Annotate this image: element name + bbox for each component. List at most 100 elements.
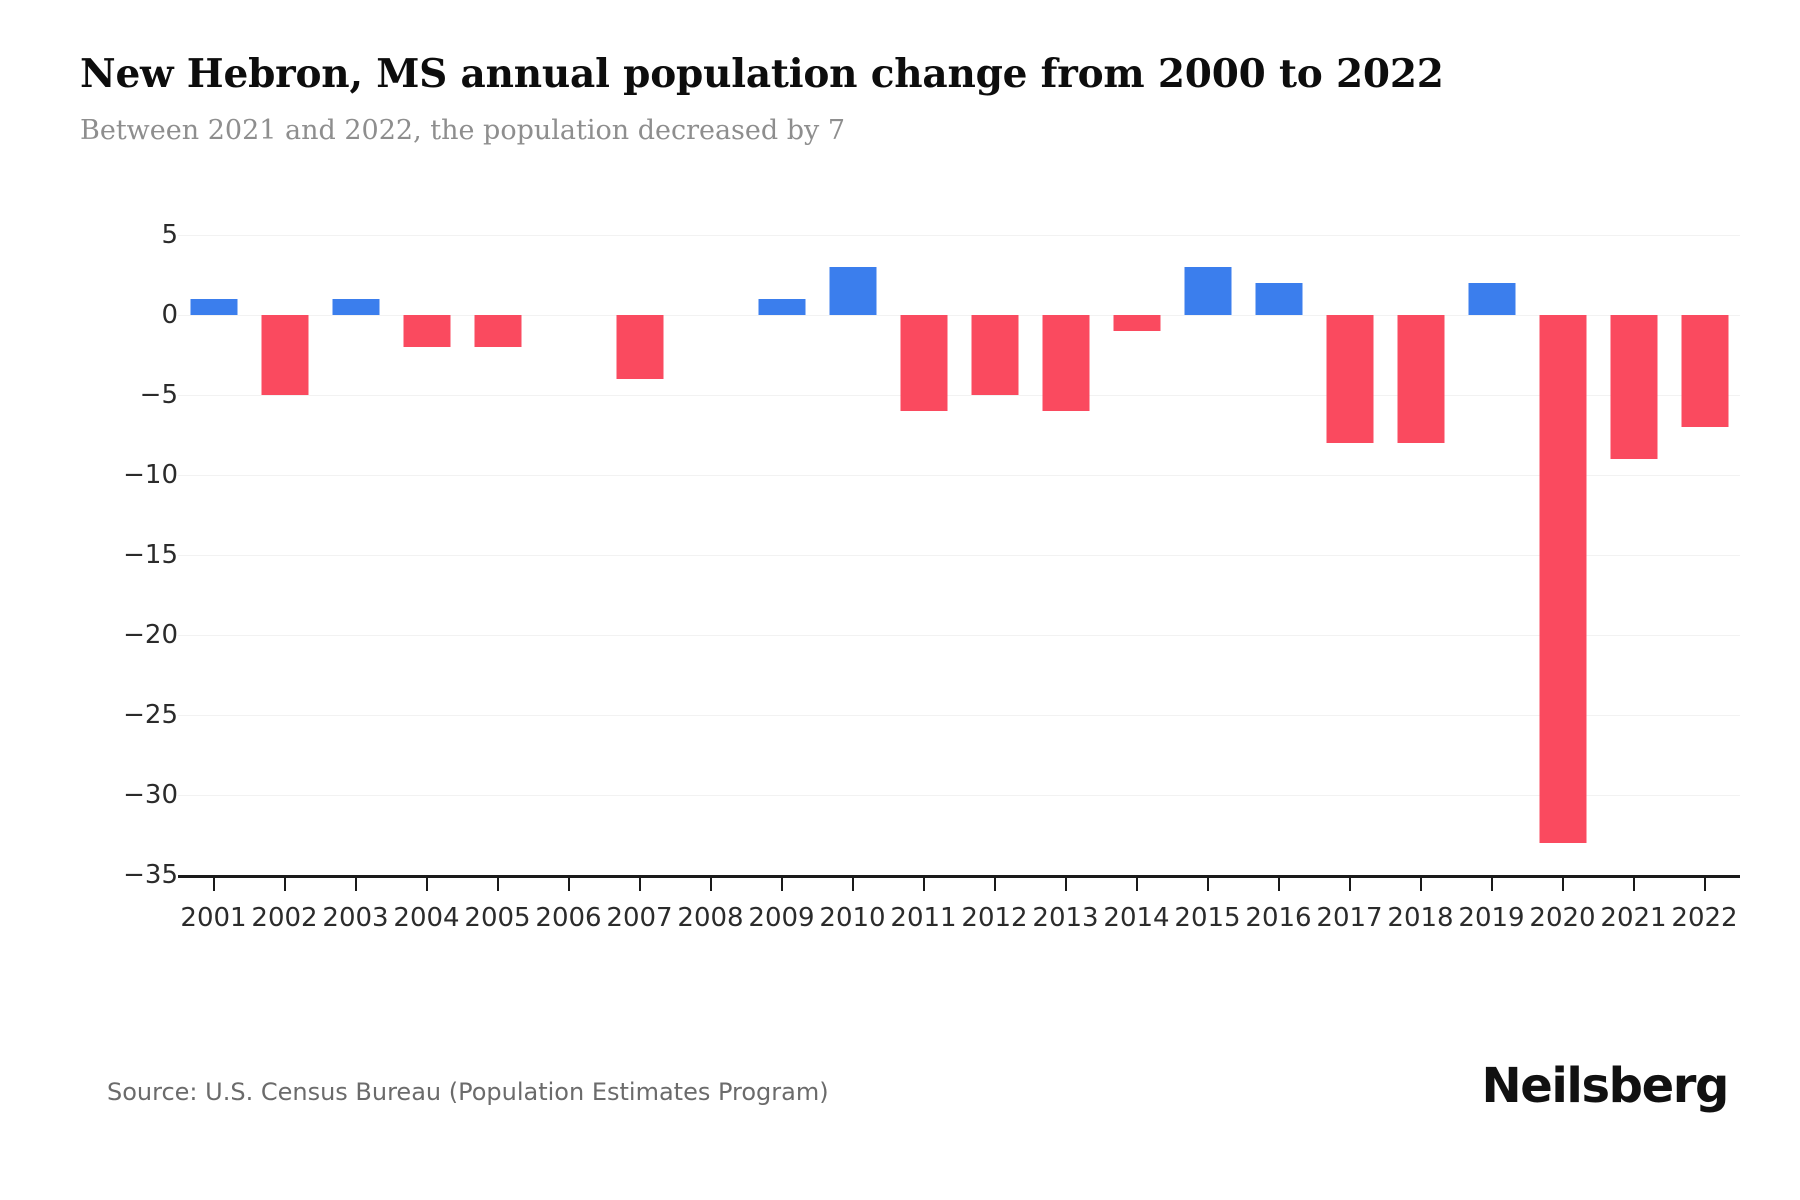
- x-axis-tick: [1135, 875, 1138, 891]
- x-axis-label: 2009: [748, 903, 815, 933]
- gridline: [178, 315, 1740, 316]
- x-axis-label: 2003: [322, 903, 389, 933]
- y-axis: 5 0 −5 −10 −15 −20 −25 −30 −35: [0, 220, 178, 890]
- x-axis-tick: [1419, 875, 1422, 891]
- y-tick-label: −35: [123, 860, 178, 890]
- x-axis-label: 2013: [1032, 903, 1099, 933]
- bar[interactable]: [190, 299, 237, 315]
- bar[interactable]: [758, 299, 805, 315]
- bar-slot[interactable]: [1598, 235, 1669, 875]
- x-axis-label: 2001: [180, 903, 247, 933]
- bar[interactable]: [971, 315, 1018, 395]
- bar-slot[interactable]: [959, 235, 1030, 875]
- bar-slot[interactable]: [249, 235, 320, 875]
- bar[interactable]: [900, 315, 947, 411]
- x-axis-tick: [1206, 875, 1209, 891]
- y-tick-label: −30: [123, 780, 178, 810]
- bar[interactable]: [1042, 315, 1089, 411]
- x-axis-ticks: [178, 875, 1740, 891]
- bar[interactable]: [829, 267, 876, 315]
- gridline: [178, 475, 1740, 476]
- x-axis-label: 2018: [1387, 903, 1454, 933]
- x-axis-label: 2006: [535, 903, 602, 933]
- bar[interactable]: [1255, 283, 1302, 315]
- bar-slot[interactable]: [1385, 235, 1456, 875]
- x-axis-tick: [496, 875, 499, 891]
- bar[interactable]: [1397, 315, 1444, 443]
- x-axis-tick: [1348, 875, 1351, 891]
- bar-slot[interactable]: [888, 235, 959, 875]
- x-axis-label: 2017: [1316, 903, 1383, 933]
- y-tick-label: 5: [161, 220, 178, 250]
- gridline: [178, 635, 1740, 636]
- brand-logo: Neilsberg: [1481, 1058, 1729, 1114]
- bar-slot[interactable]: [1243, 235, 1314, 875]
- x-axis-label: 2021: [1600, 903, 1667, 933]
- bar-slot[interactable]: [604, 235, 675, 875]
- bar-slot[interactable]: [320, 235, 391, 875]
- x-axis-tick: [993, 875, 996, 891]
- y-tick-label: −25: [123, 700, 178, 730]
- x-axis-label: 2007: [606, 903, 673, 933]
- y-tick-label: −5: [139, 380, 178, 410]
- bar[interactable]: [1468, 283, 1515, 315]
- bar-slot[interactable]: [1172, 235, 1243, 875]
- x-axis-tick: [1561, 875, 1564, 891]
- bar[interactable]: [1539, 315, 1586, 843]
- bar[interactable]: [1184, 267, 1231, 315]
- gridline: [178, 795, 1740, 796]
- bar-slot[interactable]: [1101, 235, 1172, 875]
- chart-plot-area: 5 0 −5 −10 −15 −20 −25 −30 −35 2001 2002 2003 2004 2…: [0, 220, 1800, 935]
- x-axis-tick: [638, 875, 641, 891]
- x-axis-label: 2002: [251, 903, 318, 933]
- bar-slot[interactable]: [1314, 235, 1385, 875]
- y-tick-label: −10: [123, 460, 178, 490]
- bar[interactable]: [1681, 315, 1728, 427]
- x-axis-label: 2004: [393, 903, 460, 933]
- bar[interactable]: [403, 315, 450, 347]
- y-tick-label: 0: [161, 300, 178, 330]
- x-axis-labels: 2001 2002 2003 2004 2005 2006 2007 2008 2009 2010…: [178, 903, 1740, 943]
- x-axis-tick: [212, 875, 215, 891]
- chart-header: New Hebron, MS annual population change …: [80, 52, 1720, 147]
- x-axis-tick: [1064, 875, 1067, 891]
- x-axis-label: 2016: [1245, 903, 1312, 933]
- bar-slot[interactable]: [1456, 235, 1527, 875]
- x-axis-tick: [780, 875, 783, 891]
- source-note: Source: U.S. Census Bureau (Population E…: [107, 1078, 829, 1106]
- bar-slot[interactable]: [675, 235, 746, 875]
- x-axis-label: 2005: [464, 903, 531, 933]
- x-axis-tick: [567, 875, 570, 891]
- gridline: [178, 715, 1740, 716]
- bar-slot[interactable]: [533, 235, 604, 875]
- bar-slot[interactable]: [1527, 235, 1598, 875]
- bar-slot[interactable]: [462, 235, 533, 875]
- bar[interactable]: [1326, 315, 1373, 443]
- bar[interactable]: [261, 315, 308, 395]
- x-axis-label: 2019: [1458, 903, 1525, 933]
- bar[interactable]: [1113, 315, 1160, 331]
- gridlines: [178, 235, 1740, 875]
- x-axis-label: 2014: [1103, 903, 1170, 933]
- bar[interactable]: [1610, 315, 1657, 459]
- bar-slot[interactable]: [391, 235, 462, 875]
- bar-slot[interactable]: [817, 235, 888, 875]
- bar-slot[interactable]: [1669, 235, 1740, 875]
- x-axis-tick: [425, 875, 428, 891]
- bar-slot[interactable]: [1030, 235, 1101, 875]
- bar[interactable]: [616, 315, 663, 379]
- x-axis-tick: [1703, 875, 1706, 891]
- bar-series: [178, 235, 1740, 875]
- x-axis-tick: [283, 875, 286, 891]
- bar[interactable]: [474, 315, 521, 347]
- x-axis-label: 2008: [677, 903, 744, 933]
- bar-slot[interactable]: [178, 235, 249, 875]
- x-axis-tick: [1277, 875, 1280, 891]
- bar-slot[interactable]: [746, 235, 817, 875]
- bar[interactable]: [332, 299, 379, 315]
- x-axis-label: 2022: [1671, 903, 1738, 933]
- gridline: [178, 555, 1740, 556]
- x-axis-label: 2020: [1529, 903, 1596, 933]
- gridline: [178, 235, 1740, 236]
- chart-subtitle: Between 2021 and 2022, the population de…: [80, 114, 846, 146]
